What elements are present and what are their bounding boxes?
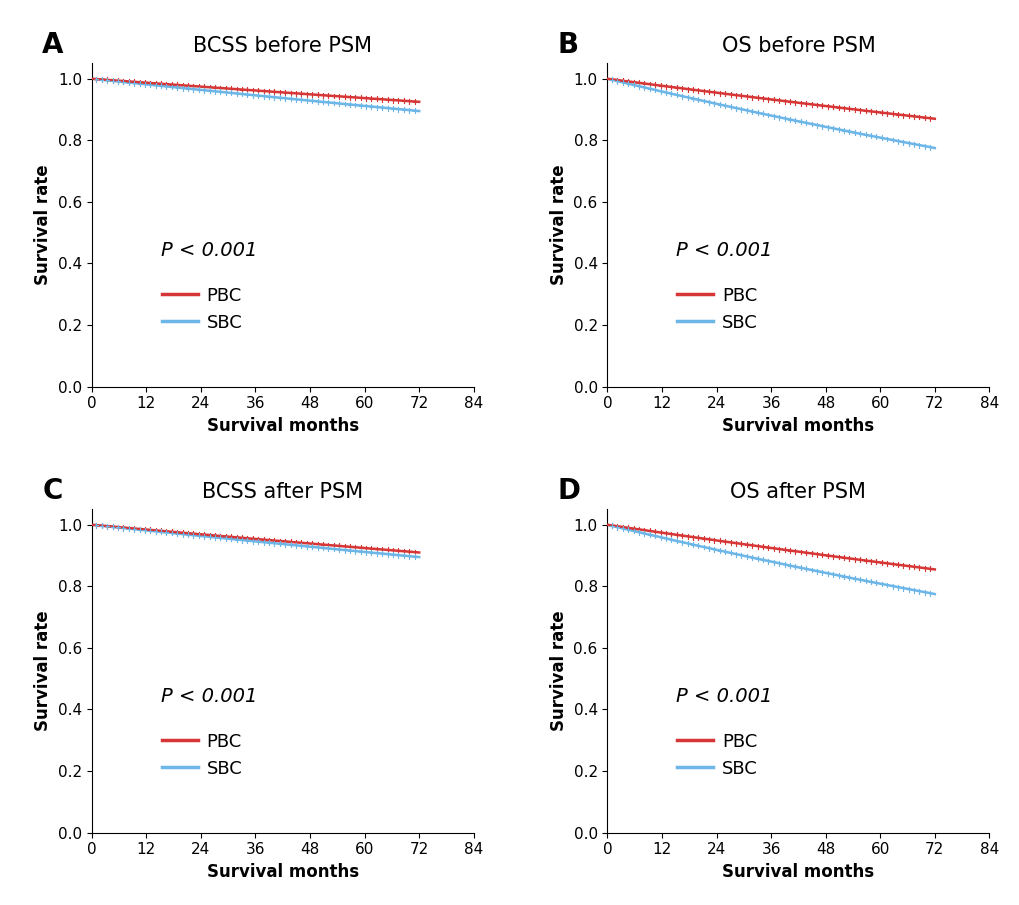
Text: B: B bbox=[557, 31, 579, 59]
X-axis label: Survival months: Survival months bbox=[207, 862, 359, 881]
Title: BCSS before PSM: BCSS before PSM bbox=[193, 36, 372, 56]
Legend: PBC, SBC: PBC, SBC bbox=[154, 725, 250, 785]
X-axis label: Survival months: Survival months bbox=[207, 417, 359, 434]
Legend: PBC, SBC: PBC, SBC bbox=[669, 280, 764, 338]
Title: OS before PSM: OS before PSM bbox=[720, 36, 874, 56]
Text: D: D bbox=[557, 477, 580, 505]
Legend: PBC, SBC: PBC, SBC bbox=[669, 725, 764, 785]
Text: P < 0.001: P < 0.001 bbox=[160, 688, 257, 706]
Y-axis label: Survival rate: Survival rate bbox=[549, 165, 568, 285]
Y-axis label: Survival rate: Survival rate bbox=[35, 165, 52, 285]
Text: P < 0.001: P < 0.001 bbox=[160, 242, 257, 261]
X-axis label: Survival months: Survival months bbox=[721, 862, 873, 881]
Text: P < 0.001: P < 0.001 bbox=[676, 688, 771, 706]
Text: C: C bbox=[42, 477, 62, 505]
Y-axis label: Survival rate: Survival rate bbox=[35, 611, 52, 731]
Title: BCSS after PSM: BCSS after PSM bbox=[202, 482, 363, 502]
Text: A: A bbox=[42, 31, 63, 59]
Title: OS after PSM: OS after PSM bbox=[730, 482, 865, 502]
X-axis label: Survival months: Survival months bbox=[721, 417, 873, 434]
Y-axis label: Survival rate: Survival rate bbox=[549, 611, 568, 731]
Legend: PBC, SBC: PBC, SBC bbox=[154, 280, 250, 338]
Text: P < 0.001: P < 0.001 bbox=[676, 242, 771, 261]
